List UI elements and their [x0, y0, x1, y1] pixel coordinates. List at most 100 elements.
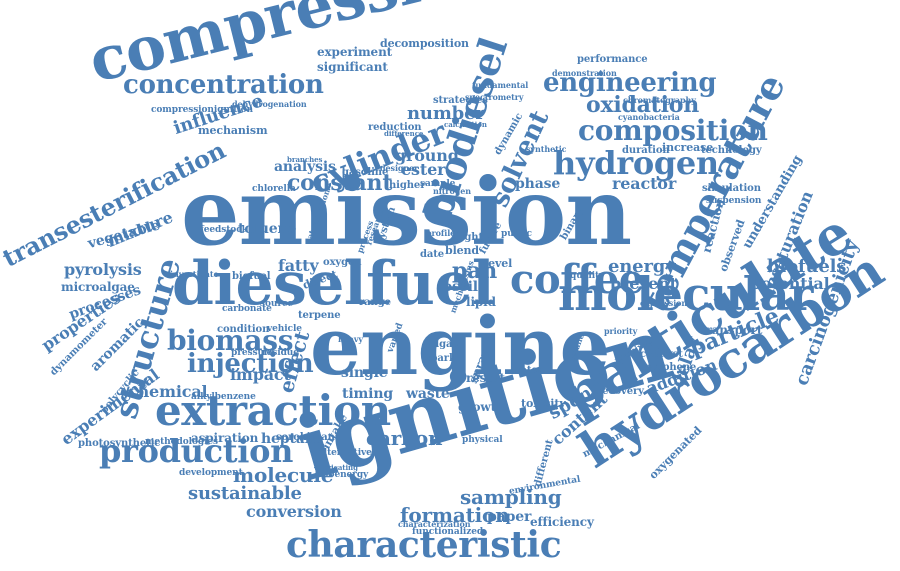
word: vehicle	[267, 324, 302, 334]
word: physical	[462, 435, 503, 445]
word: production	[99, 432, 294, 470]
word: catalyst	[640, 349, 683, 360]
word: paper	[487, 509, 532, 525]
word: fundamental	[472, 80, 529, 90]
word: expression	[640, 298, 688, 308]
word: biofuels	[767, 256, 847, 277]
word: recovery	[597, 386, 644, 397]
word: lubricating	[315, 463, 358, 472]
word: oxidation	[586, 92, 699, 118]
word: significant	[317, 60, 388, 74]
word: profile	[426, 228, 456, 238]
word: dehydrogenation	[232, 99, 307, 109]
word: sustainable	[188, 483, 302, 504]
word: lipid	[466, 295, 496, 309]
word: quality	[570, 271, 605, 281]
word: efficiency	[530, 515, 594, 529]
word: light	[457, 232, 483, 243]
word: aspiration	[191, 431, 259, 445]
word: nitrogen	[433, 186, 471, 196]
word: sampling	[460, 485, 562, 509]
word: composition	[578, 114, 768, 147]
word: concentration	[123, 70, 324, 100]
word: alkylbenzene	[191, 392, 256, 402]
word: condition	[217, 324, 270, 335]
word: duration	[622, 145, 670, 156]
word: growth	[458, 400, 505, 414]
word: range	[359, 297, 391, 308]
word: priority	[604, 326, 638, 336]
word: ester	[401, 160, 446, 179]
word: waste	[406, 386, 450, 402]
word: source	[260, 299, 294, 309]
word: investigate	[170, 269, 219, 279]
word: biofuel	[232, 271, 271, 282]
word: analysis	[274, 159, 336, 175]
word: methodologies	[145, 437, 219, 447]
word: water	[512, 365, 543, 376]
word: level	[484, 257, 513, 270]
word: reactor	[612, 174, 677, 193]
word: constant	[287, 170, 393, 196]
word: molecule	[233, 463, 334, 487]
word: cyanobacteria	[618, 112, 680, 122]
word: emission	[181, 158, 632, 266]
word: dieselfuel	[172, 249, 495, 319]
word: characteristic	[286, 524, 562, 566]
word: engineering	[543, 68, 717, 98]
word: terpene	[298, 310, 341, 321]
word: injection	[187, 349, 314, 379]
word: fatty	[278, 256, 319, 275]
word: engine	[310, 299, 610, 393]
word: single	[341, 365, 388, 381]
word: coffee	[510, 256, 644, 303]
word: hydrogen	[553, 144, 719, 182]
word: pah	[452, 258, 497, 284]
word: carbon	[366, 426, 443, 450]
word: development	[179, 468, 243, 478]
word: public	[501, 229, 532, 239]
word: toxicity	[521, 397, 566, 410]
word: molecular	[558, 267, 813, 321]
word: difference	[384, 129, 424, 138]
word: characterization	[398, 519, 471, 529]
word: oxygen	[323, 257, 362, 268]
word: spectrometry	[465, 92, 524, 102]
word: formation	[400, 503, 510, 527]
word: biomass	[167, 324, 294, 357]
word: microalgae	[61, 280, 135, 294]
word: compressionignition	[151, 105, 253, 115]
word: gasoline	[342, 167, 389, 178]
word: extraction	[155, 386, 391, 435]
word: graphene	[644, 362, 697, 373]
word: spark	[425, 353, 456, 364]
word: chlorella	[252, 184, 296, 194]
word: toluene	[238, 221, 297, 237]
word: timing	[342, 386, 394, 402]
word: mechanism	[198, 124, 268, 137]
word: blend	[445, 244, 480, 257]
word: photosynthetic	[78, 438, 161, 449]
word: bioenergy	[319, 470, 369, 480]
word: functionalized	[412, 527, 484, 537]
word: chromatography	[623, 95, 696, 105]
word: alternative	[318, 448, 372, 458]
word: synthetic	[526, 144, 567, 154]
word: decomposition	[380, 37, 469, 50]
word: chemical	[128, 382, 208, 401]
word: phase	[515, 176, 561, 192]
word: demonstration	[552, 68, 617, 78]
word: ground	[395, 146, 459, 165]
word: algae	[429, 339, 459, 350]
word: calculation	[444, 120, 487, 129]
word: date	[420, 249, 445, 260]
word: energy	[608, 256, 676, 277]
word: suspension	[706, 196, 762, 206]
word: branches	[287, 155, 323, 164]
word: simulation	[702, 183, 761, 194]
word: technology	[701, 145, 762, 156]
word: carbonate	[222, 304, 272, 314]
word: conversion	[246, 502, 342, 521]
word: experiment	[317, 45, 393, 59]
word: higher	[389, 180, 426, 191]
